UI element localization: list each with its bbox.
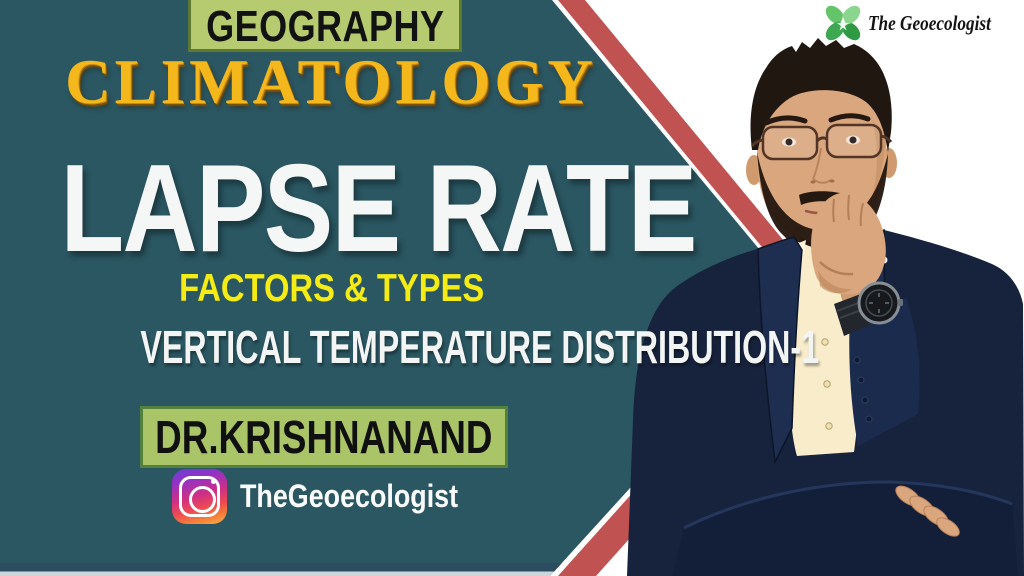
presenter-name: DR.KRISHNANAND [155,411,493,463]
person-glasses [750,123,893,161]
instagram-icon [172,468,227,524]
instagram-frame [179,475,220,517]
channel-brand: The Geoecologist [824,3,1018,43]
panel-bottom-trim [0,563,784,576]
watch-icon [834,281,903,336]
four-leaf-logo-icon [825,5,861,41]
presenter-photo [627,38,1024,576]
instagram-lens [189,485,216,513]
presenter-name-box: DR.KRISHNANAND [140,406,508,468]
person-hair [750,38,892,152]
lesson-topic: VERTICAL TEMPERATURE DISTRIBUTION-1 [140,321,820,373]
social-handle: TheGeoecologist [240,477,459,514]
person-left-hand [895,485,960,537]
social-row: TheGeoecologist [172,468,500,524]
brand-name: The Geoecologist [868,10,992,35]
lesson-subtitle: FACTORS & TYPES [179,267,485,310]
subject-badge: GEOGRAPHY [188,0,462,52]
series-title: CLIMATOLOGY [65,47,597,117]
lesson-title: LAPSE RATE [60,140,697,278]
subject-badge-label: GEOGRAPHY [205,2,445,51]
instagram-flash-dot [211,478,216,484]
diagonal-stripe-top [558,0,817,281]
